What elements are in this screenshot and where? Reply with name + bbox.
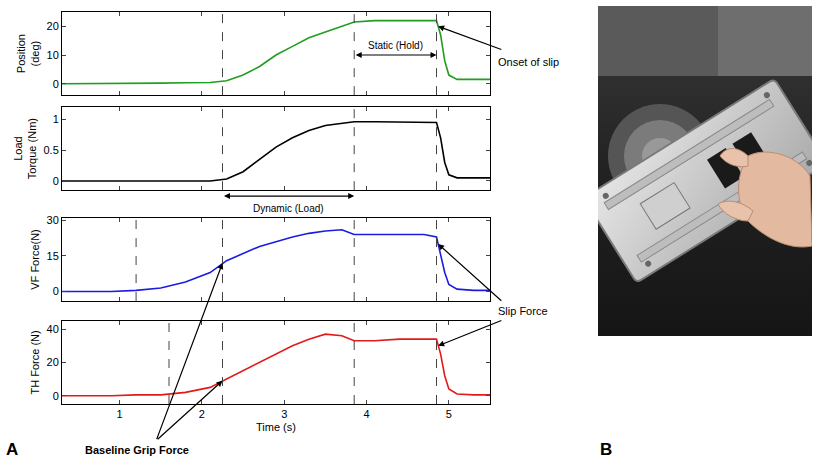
- svg-text:Baseline Grip Force: Baseline Grip Force: [85, 444, 189, 456]
- svg-text:5: 5: [446, 408, 452, 420]
- svg-text:20: 20: [47, 20, 59, 32]
- svg-text:Dynamic (Load): Dynamic (Load): [253, 203, 324, 214]
- svg-text:0: 0: [53, 175, 59, 187]
- svg-text:0.5: 0.5: [44, 144, 59, 156]
- svg-text:15: 15: [47, 250, 59, 262]
- svg-text:1: 1: [53, 113, 59, 125]
- svg-text:Time (s): Time (s): [256, 421, 296, 433]
- svg-text:0: 0: [53, 285, 59, 297]
- html-text:B: B: [600, 440, 613, 459]
- svg-text:Position(deg): Position(deg): [15, 34, 41, 73]
- svg-text:Onset of slip: Onset of slip: [498, 56, 559, 68]
- svg-text:0: 0: [53, 78, 59, 90]
- html-text:A: A: [6, 440, 19, 459]
- svg-text:TH Force (N): TH Force (N): [29, 330, 41, 394]
- svg-text:LoadTorque (Nm): LoadTorque (Nm): [12, 118, 38, 179]
- svg-text:10: 10: [47, 49, 59, 61]
- svg-text:Slip Force: Slip Force: [498, 305, 548, 317]
- svg-text:0: 0: [53, 390, 59, 402]
- svg-text:VF Force(N): VF Force(N): [29, 229, 41, 290]
- svg-text:2: 2: [199, 408, 205, 420]
- svg-text:20: 20: [47, 356, 59, 368]
- svg-text:Static (Hold): Static (Hold): [368, 40, 423, 51]
- svg-text:30: 30: [47, 214, 59, 226]
- svg-text:1: 1: [117, 408, 123, 420]
- svg-text:4: 4: [363, 408, 369, 420]
- svg-text:40: 40: [47, 323, 59, 335]
- svg-text:3: 3: [281, 408, 287, 420]
